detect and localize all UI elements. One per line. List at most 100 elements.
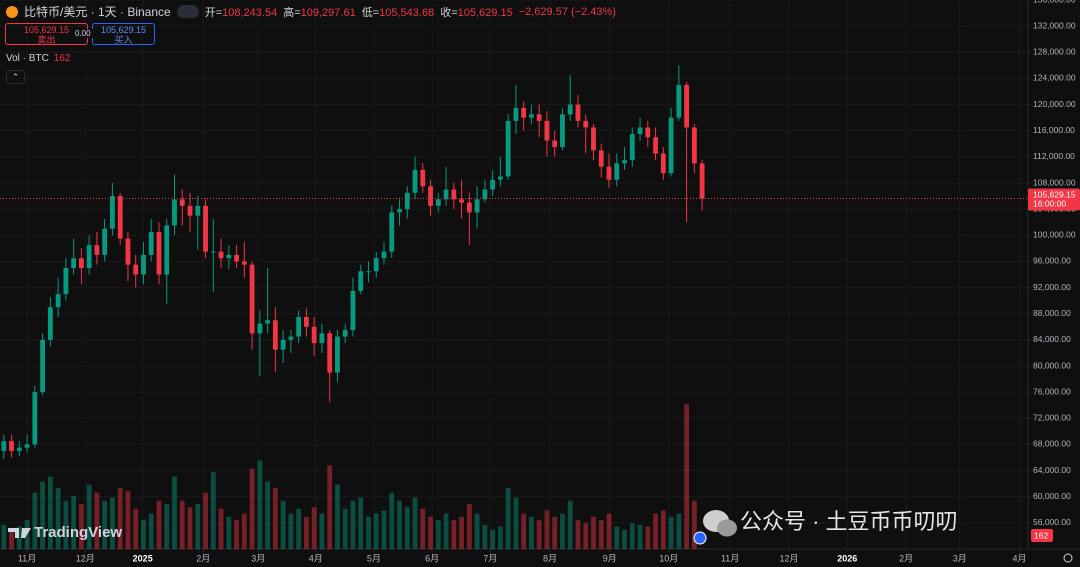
candle-body (304, 316, 309, 327)
volume-bar (342, 508, 348, 549)
volume-bar (265, 481, 271, 549)
volume-bar (203, 492, 208, 549)
candle-body (257, 323, 263, 334)
candle-body (591, 127, 596, 151)
candle-body (482, 189, 488, 200)
y-tick-label: 72,000.00 (1033, 413, 1071, 423)
volume-bar (622, 529, 627, 549)
wechat-icon (717, 519, 737, 537)
candle-body (691, 127, 697, 164)
candle-body (249, 264, 255, 334)
grid (0, 0, 1028, 549)
candle-body (583, 120, 589, 128)
volume-bar (32, 492, 38, 549)
candle-body (94, 245, 100, 255)
candle-body (614, 163, 620, 180)
x-tick-label: 6月 (425, 553, 439, 563)
y-tick-label: 108,000.00 (1033, 177, 1076, 187)
y-tick-label: 56,000.00 (1033, 517, 1071, 527)
volume-bar (420, 508, 426, 549)
candle-body (397, 209, 402, 213)
volume-bar (195, 503, 201, 549)
candles (0, 65, 1028, 459)
ohlc-value: 108,243.54 (222, 6, 278, 19)
coin-icon (6, 5, 18, 18)
volume-bar (583, 523, 589, 549)
ohlc-label: 高= (283, 6, 301, 19)
last-volume-label: 162 (1034, 530, 1048, 540)
channel-watermark-text: 公众号 · 土豆币币叨叨 (740, 509, 958, 534)
volume-bar (521, 513, 527, 549)
indicator-toggle[interactable] (176, 5, 199, 18)
candle-body (451, 189, 457, 200)
sell-price: 105,629.15 (23, 25, 70, 35)
tradingview-logo: TradingView (8, 524, 122, 541)
y-tick-label: 116,000.00 (1033, 125, 1075, 135)
candle-body (529, 114, 534, 118)
candle-body (203, 205, 208, 252)
spread: 0.00 (73, 29, 93, 38)
candle-body (47, 307, 53, 340)
candle-body (78, 258, 84, 268)
candle-body (71, 258, 77, 268)
collapse-button[interactable]: ⌃ (6, 70, 25, 84)
volume-bar (63, 500, 69, 549)
last-price-tag (1028, 188, 1080, 211)
candle-body (521, 107, 527, 118)
settings-icon[interactable] (1063, 553, 1073, 563)
candle-body (622, 160, 627, 164)
candle-body (350, 290, 356, 331)
candle-body (645, 127, 651, 138)
candle-body (381, 251, 387, 259)
volume-bar (141, 520, 146, 549)
y-tick-label: 96,000.00 (1033, 256, 1071, 266)
ohlc-value: 105,629.15 (457, 6, 513, 19)
volume-bar (381, 510, 387, 549)
x-tick-label: 2025 (133, 553, 153, 563)
candle-body (241, 261, 247, 265)
candle-body (86, 245, 92, 268)
candle-body (9, 441, 14, 451)
volume-bar (164, 503, 170, 549)
candle-body (699, 163, 705, 199)
candle-body (117, 196, 123, 239)
last-time-label: 16:00:00 (1033, 199, 1066, 209)
candle-body (606, 166, 612, 180)
volume-bar (505, 487, 511, 549)
volume-bar (428, 516, 433, 549)
candle-body (676, 84, 682, 118)
candle-body (226, 254, 232, 259)
candle-body (296, 316, 302, 337)
volume-bar (272, 487, 278, 549)
buy-button[interactable]: 105,629.15 买入 (92, 23, 155, 45)
x-tick-label: 5月 (367, 553, 381, 563)
candle-body (412, 169, 418, 193)
last-volume-tag (1031, 529, 1053, 542)
volume-bar (94, 492, 100, 549)
x-tick-label: 10月 (659, 553, 678, 563)
volume-bar (350, 500, 356, 549)
candle-body (133, 264, 139, 275)
volume-bar (133, 508, 139, 549)
volume-bar (288, 513, 294, 549)
candle-body (435, 199, 441, 206)
candle-body (342, 330, 348, 337)
volume-bar (660, 510, 666, 549)
volume-bar (451, 520, 457, 549)
candle-body (598, 150, 604, 167)
volume-bar (241, 513, 247, 549)
volume-bar (172, 476, 177, 549)
candle-body (210, 251, 216, 253)
candle-body (311, 326, 317, 344)
candle-body (288, 336, 294, 340)
y-tick-label: 128,000.00 (1033, 47, 1076, 57)
candle-body (420, 169, 426, 187)
candle-body (490, 179, 496, 190)
candle-body (544, 120, 550, 141)
symbol-title[interactable]: 比特币/美元 · 1天 · Binance (24, 5, 171, 19)
volume-bar (637, 524, 643, 549)
volume-bar (482, 524, 488, 549)
volume-bar (466, 503, 472, 549)
candle-body (265, 320, 271, 324)
